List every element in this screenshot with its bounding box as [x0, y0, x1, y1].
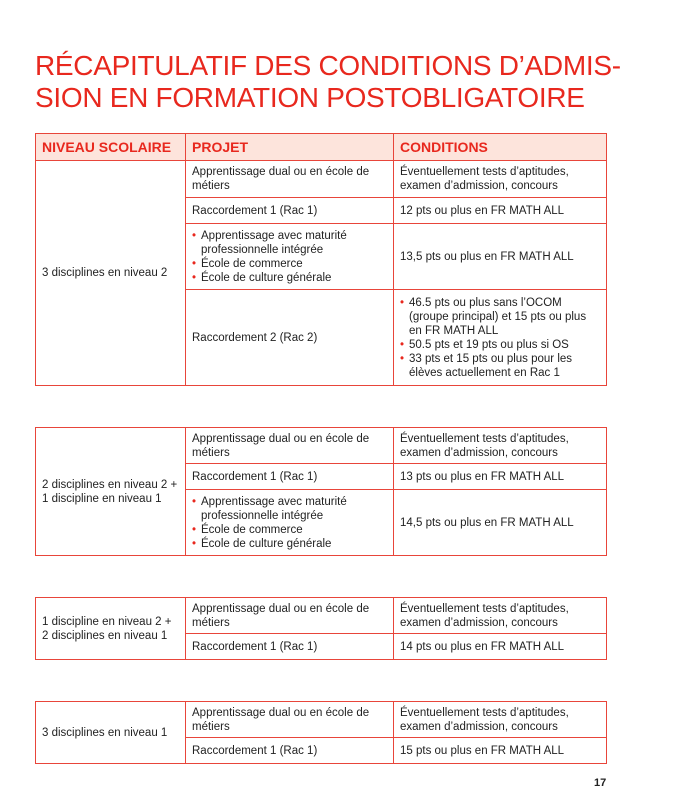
table-row: Raccordement 1 (Rac 1) 13 pts ou plus en…	[36, 463, 607, 490]
project-list-item: Apprentissage avec maturité professionne…	[192, 229, 387, 257]
admission-table-1: NIVEAU SCOLAIRE PROJET CONDITIONS 3 disc…	[35, 133, 607, 386]
level-cell: 3 disciplines en niveau 1	[35, 701, 186, 764]
condition-cell: 14,5 pts ou plus en FR MATH ALL	[393, 489, 607, 556]
page-title-line-2: SION EN FORMATION POSTOBLIGATOIRE	[35, 82, 585, 113]
condition-cell: 13,5 pts ou plus en FR MATH ALL	[393, 223, 607, 290]
project-list-item: Apprentissage avec maturité professionne…	[192, 495, 387, 523]
project-cell: Apprentissage dual ou en école de métier…	[185, 701, 394, 738]
project-list-item: École de commerce	[192, 257, 387, 271]
condition-list-item: 33 pts et 15 pts ou plus pour les élèves…	[400, 352, 600, 380]
level-cell: 1 discipline en niveau 2 + 2 disciplines…	[35, 597, 186, 660]
condition-cell: 15 pts ou plus en FR MATH ALL	[393, 737, 607, 764]
condition-cell: 46.5 pts ou plus sans l’OCOM (groupe pri…	[393, 289, 607, 386]
condition-cell: 14 pts ou plus en FR MATH ALL	[393, 633, 607, 660]
page-number: 17	[594, 777, 607, 789]
project-cell: Apprentissage avec maturité professionne…	[185, 223, 394, 290]
table-row: Apprentissage avec maturité professionne…	[36, 223, 607, 290]
condition-cell: Éventuellement tests d’aptitudes, examen…	[393, 701, 607, 738]
project-list-item: École de culture générale	[192, 271, 387, 285]
condition-cell: 13 pts ou plus en FR MATH ALL	[393, 463, 607, 490]
project-cell: Raccordement 2 (Rac 2)	[185, 289, 394, 386]
level-cell: 3 disciplines en niveau 2	[35, 160, 186, 386]
project-cell: Apprentissage dual ou en école de métier…	[185, 427, 394, 464]
condition-cell: 12 pts ou plus en FR MATH ALL	[393, 197, 607, 224]
condition-cell: Éventuellement tests d’aptitudes, examen…	[393, 160, 607, 198]
table-row: Raccordement 1 (Rac 1) 12 pts ou plus en…	[36, 197, 607, 224]
table-row: Raccordement 2 (Rac 2) 46.5 pts ou plus …	[36, 289, 607, 386]
header-row: NIVEAU SCOLAIRE PROJET CONDITIONS	[35, 133, 607, 161]
level-cell: 2 disciplines en niveau 2 + 1 discipline…	[35, 427, 186, 556]
project-cell: Raccordement 1 (Rac 1)	[185, 633, 394, 660]
table-row: 3 disciplines en niveau 2 Apprentissage …	[35, 160, 607, 386]
table-row: Raccordement 1 (Rac 1) 15 pts ou plus en…	[36, 737, 607, 764]
table-row: 2 disciplines en niveau 2 + 1 discipline…	[35, 427, 607, 556]
project-cell: Apprentissage dual ou en école de métier…	[185, 160, 394, 198]
header-conditions: CONDITIONS	[393, 133, 607, 161]
project-cell: Apprentissage dual ou en école de métier…	[185, 597, 394, 634]
project-cell: Raccordement 1 (Rac 1)	[185, 737, 394, 764]
condition-list-item: 46.5 pts ou plus sans l’OCOM (groupe pri…	[400, 296, 600, 338]
condition-list-item: 50.5 pts et 19 pts ou plus si OS	[400, 338, 600, 352]
project-cell: Raccordement 1 (Rac 1)	[185, 197, 394, 224]
table-row: Raccordement 1 (Rac 1) 14 pts ou plus en…	[36, 633, 607, 660]
project-list-item: École de culture générale	[192, 537, 387, 551]
project-cell: Apprentissage avec maturité professionne…	[185, 489, 394, 556]
table-row: 1 discipline en niveau 2 + 2 disciplines…	[35, 597, 607, 660]
table-row: 3 disciplines en niveau 1 Apprentissage …	[35, 701, 607, 764]
header-projet: PROJET	[185, 133, 394, 161]
condition-cell: Éventuellement tests d’aptitudes, examen…	[393, 427, 607, 464]
admission-table-4: 3 disciplines en niveau 1 Apprentissage …	[35, 701, 607, 764]
header-niveau: NIVEAU SCOLAIRE	[35, 133, 186, 161]
table-row: Apprentissage avec maturité professionne…	[36, 489, 607, 556]
condition-cell: Éventuellement tests d’aptitudes, examen…	[393, 597, 607, 634]
project-list-item: École de commerce	[192, 523, 387, 537]
admission-table-3: 1 discipline en niveau 2 + 2 disciplines…	[35, 597, 607, 660]
admission-table-2: 2 disciplines en niveau 2 + 1 discipline…	[35, 427, 607, 556]
page-title-line-1: RÉCAPITULATIF DES CONDITIONS D’ADMIS-	[35, 50, 621, 81]
project-cell: Raccordement 1 (Rac 1)	[185, 463, 394, 490]
